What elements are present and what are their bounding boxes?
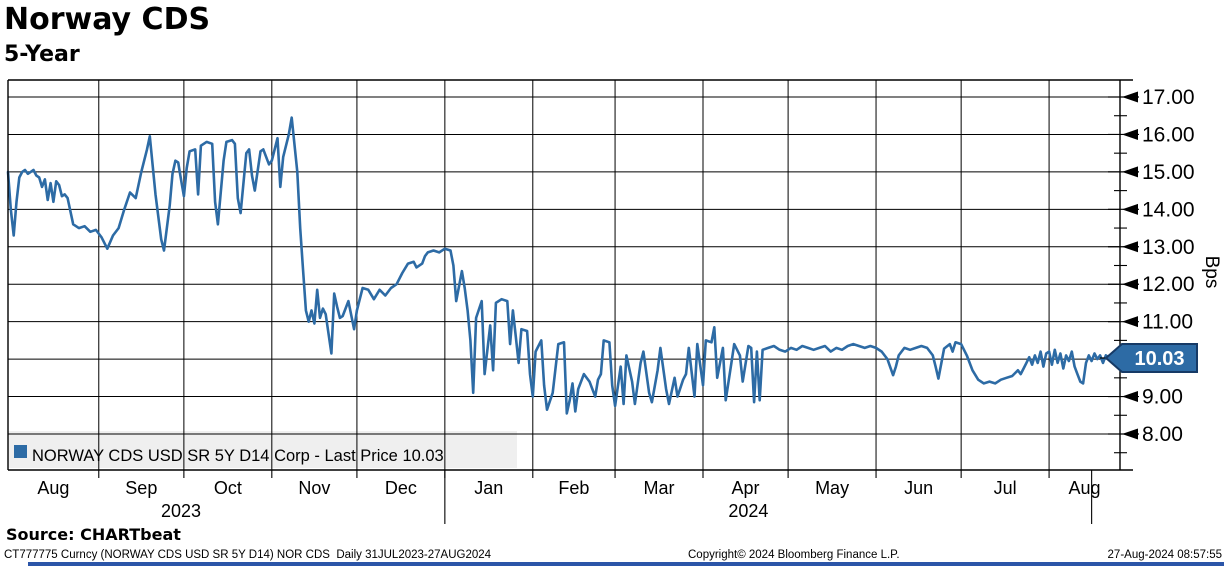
y-tick-arrow — [1122, 166, 1138, 178]
y-tick-arrow — [1122, 203, 1138, 215]
legend-label: NORWAY CDS USD SR 5Y D14 Corp - Last Pri… — [32, 447, 444, 465]
y-tick-arrow — [1122, 316, 1138, 328]
y-tick-arrow — [1122, 428, 1138, 440]
month-label: Jan — [474, 478, 503, 498]
source-label: Source: CHARTbeat — [6, 525, 181, 544]
month-label: Nov — [298, 478, 330, 498]
month-label: Dec — [385, 478, 417, 498]
y-tick-arrow — [1122, 128, 1138, 140]
footer-ticker-info: CT777775 Curncy (NORWAY CDS USD SR 5Y D1… — [4, 549, 492, 561]
last-price-value: 10.03 — [1134, 348, 1184, 370]
year-label: 2023 — [161, 501, 201, 521]
page-title: Norway CDS — [4, 2, 211, 37]
terminal-bottom-bar — [28, 562, 1224, 566]
month-label: Aug — [1069, 478, 1101, 498]
month-label: Apr — [732, 478, 760, 498]
footer-timestamp: 27-Aug-2024 08:57:55 — [1107, 549, 1222, 561]
month-label: Mar — [644, 478, 675, 498]
footer-copyright: Copyright© 2024 Bloomberg Finance L.P. — [688, 549, 900, 561]
month-label: Sep — [125, 478, 157, 498]
y-tick-label: 14.00 — [1142, 198, 1195, 221]
page-subtitle: 5-Year — [4, 42, 80, 67]
price-line — [6, 116, 1122, 415]
y-tick-arrow — [1122, 241, 1138, 253]
month-label: Feb — [558, 478, 589, 498]
month-label: Aug — [37, 478, 69, 498]
y-tick-label: 15.00 — [1142, 161, 1195, 184]
y-tick-arrow — [1122, 278, 1138, 290]
y-tick-arrow — [1122, 91, 1138, 103]
y-tick-arrow — [1122, 391, 1138, 403]
month-label: Jun — [904, 478, 933, 498]
last-price-marker — [1104, 342, 1198, 373]
legend-box — [8, 431, 517, 468]
month-label: May — [815, 478, 849, 498]
year-label: 2024 — [728, 501, 768, 521]
y-tick-label: 12.00 — [1142, 273, 1195, 296]
legend-swatch — [14, 445, 27, 458]
y-tick-label: 8.00 — [1142, 423, 1183, 446]
y-tick-label: 9.00 — [1142, 386, 1183, 409]
y-tick-label: 11.00 — [1142, 311, 1193, 334]
month-label: Oct — [214, 478, 242, 498]
y-tick-label: 13.00 — [1142, 236, 1195, 259]
y-tick-label: 16.00 — [1142, 123, 1195, 146]
month-label: Jul — [994, 478, 1017, 498]
y-axis-title: Bps — [1201, 256, 1222, 289]
y-tick-label: 17.00 — [1142, 86, 1195, 109]
